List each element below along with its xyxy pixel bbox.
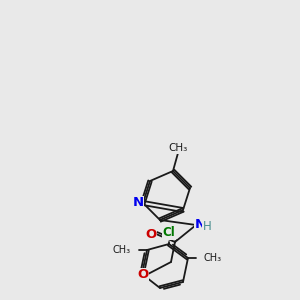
Text: N: N <box>194 218 206 232</box>
Text: CH₃: CH₃ <box>204 253 222 263</box>
Text: CH₃: CH₃ <box>168 143 188 153</box>
Text: H: H <box>202 220 211 232</box>
Text: N: N <box>132 196 144 209</box>
Text: O: O <box>137 268 148 281</box>
Text: Cl: Cl <box>163 226 176 239</box>
Text: CH₃: CH₃ <box>113 245 131 255</box>
Text: O: O <box>146 227 157 241</box>
